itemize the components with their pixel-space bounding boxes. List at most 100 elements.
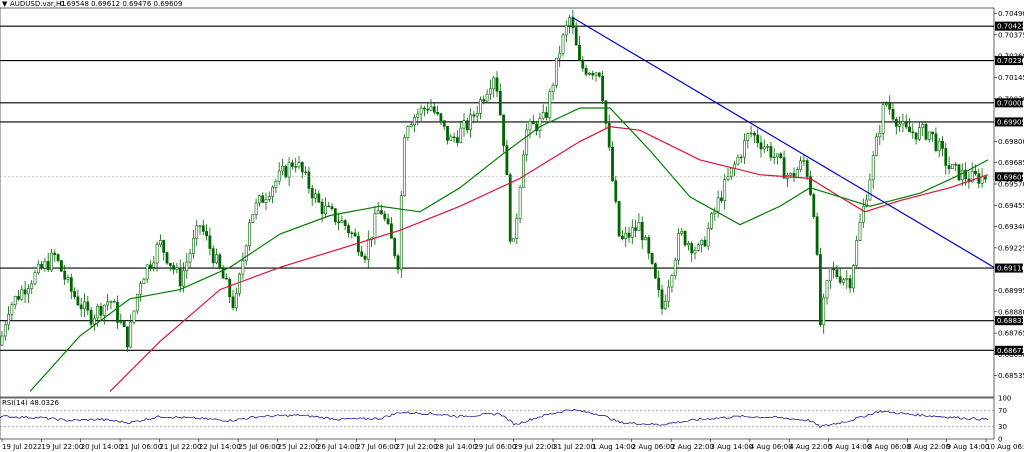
candle	[917, 121, 921, 141]
candle	[264, 192, 268, 211]
level-price-tag	[995, 98, 1023, 108]
candle	[396, 253, 400, 274]
bearish-candle-body	[126, 326, 129, 348]
candle	[327, 201, 331, 208]
bearish-candle-body	[809, 176, 812, 195]
bearish-candle-body	[347, 225, 350, 234]
candle	[650, 252, 654, 266]
candle	[20, 285, 24, 301]
time-tick-label: 26 Jul 14:00	[317, 443, 359, 451]
candle	[950, 164, 954, 170]
candle	[815, 212, 819, 257]
bearish-candle-body	[964, 170, 968, 180]
candle	[924, 122, 928, 141]
bullish-candle-body	[842, 279, 845, 283]
price-pane[interactable]	[0, 7, 995, 398]
candle	[502, 114, 506, 153]
bullish-candle-body	[766, 146, 770, 148]
candle	[512, 238, 515, 242]
bullish-candle-body	[670, 275, 674, 288]
candle	[904, 114, 908, 130]
bullish-candle-body	[667, 286, 671, 302]
bearish-candle-body	[640, 222, 644, 241]
time-tick-label: 31 Jul 22:00	[553, 443, 595, 451]
bullish-candle-body	[561, 34, 565, 54]
candle	[50, 248, 53, 272]
fast-moving-average-line	[29, 107, 989, 392]
candle	[756, 128, 760, 148]
candle	[937, 137, 941, 158]
bearish-candle-body	[835, 269, 839, 278]
bullish-candle-body	[700, 239, 704, 246]
candle	[360, 245, 364, 258]
time-tick-label: 9 Aug 14:00	[947, 443, 990, 451]
bullish-candle-body	[881, 104, 885, 134]
level-price-tag	[995, 316, 1023, 326]
candle	[723, 173, 727, 210]
candle	[805, 158, 809, 180]
candle	[274, 179, 278, 194]
bearish-candle-body	[46, 261, 50, 271]
rsi-pane[interactable]	[0, 397, 995, 440]
candle	[696, 242, 700, 252]
candle	[281, 158, 284, 175]
candle	[495, 71, 499, 98]
bullish-candle-body	[488, 88, 492, 95]
candle	[617, 200, 621, 238]
candle	[947, 156, 951, 175]
bullish-candle-body	[680, 230, 684, 234]
candle	[941, 136, 944, 157]
candle	[498, 83, 502, 116]
bullish-candle-body	[475, 113, 479, 117]
candle	[36, 260, 40, 275]
bearish-candle-body	[221, 267, 225, 279]
bearish-candle-body	[436, 112, 440, 115]
rsi-pane-frame	[0, 397, 995, 440]
candle	[782, 150, 786, 179]
bearish-candle-body	[455, 137, 459, 143]
candle	[710, 211, 713, 231]
candle	[251, 214, 255, 224]
candle	[56, 253, 60, 263]
candle	[106, 293, 110, 311]
bearish-candle-body	[498, 90, 502, 116]
candle	[531, 114, 535, 125]
bearish-candle-body	[779, 153, 783, 159]
bearish-candle-body	[482, 99, 486, 102]
candle	[353, 228, 357, 237]
candle	[79, 297, 83, 317]
bullish-candle-body	[630, 227, 634, 238]
bearish-candle-body	[597, 72, 601, 77]
candle	[845, 270, 849, 289]
candle	[287, 157, 291, 186]
bearish-candle-body	[73, 291, 77, 298]
candle	[881, 101, 885, 141]
time-tick-label: 10 Aug 06:00	[986, 443, 1024, 451]
bullish-candle-body	[185, 261, 189, 271]
candle	[647, 234, 651, 260]
candle	[350, 230, 354, 239]
candle	[76, 289, 80, 307]
candle	[347, 223, 350, 238]
bearish-candle-body	[99, 305, 103, 316]
candle	[508, 172, 512, 244]
time-tick-label: 20 Jul 14:00	[81, 443, 123, 451]
bullish-candle-body	[538, 117, 542, 132]
candle	[644, 235, 647, 241]
candle	[208, 227, 212, 256]
candle	[898, 116, 902, 132]
bearish-candle-body	[505, 145, 509, 175]
bearish-candle-body	[974, 170, 977, 175]
candle	[89, 307, 93, 328]
bearish-candle-body	[947, 165, 951, 170]
bullish-candle-body	[254, 202, 258, 215]
bullish-candle-body	[878, 132, 882, 138]
candle	[558, 45, 562, 68]
bearish-candle-body	[116, 301, 119, 323]
candle	[624, 226, 628, 247]
bullish-candle-body	[917, 127, 921, 140]
bullish-candle-body	[244, 245, 248, 261]
candle	[455, 130, 459, 147]
candle	[69, 273, 73, 300]
